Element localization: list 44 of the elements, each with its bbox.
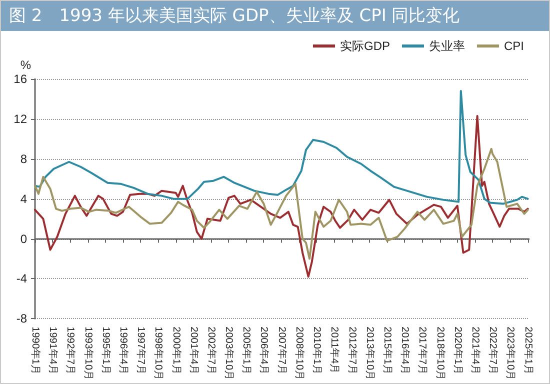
- x-tick-label: 2017年7月: [416, 326, 429, 374]
- x-tick-label: 2020年1月: [452, 326, 464, 374]
- legend-label: 实际GDP: [340, 39, 390, 53]
- x-tick-label: 1991年4月: [47, 326, 60, 374]
- line-series: [34, 114, 529, 278]
- x-tick-label: 1993年10月: [82, 326, 94, 380]
- x-tick-label: 1990年1月: [30, 326, 42, 374]
- chart-title: 图 2 1993 年以来美国实际 GDP、失业率及 CPI 同比变化: [1, 1, 549, 31]
- x-tick-label: 1995年1月: [100, 326, 112, 374]
- x-tick-label: 2022年7月: [487, 326, 500, 374]
- y-axis-title: %: [20, 58, 32, 72]
- x-tick-label: 2018年10月: [434, 326, 446, 380]
- line-series: [34, 90, 529, 205]
- x-tick-label: 2023年10月: [504, 326, 517, 380]
- x-tick-label: 2008年10月: [293, 326, 306, 380]
- y-tick-label: 4: [20, 192, 28, 206]
- x-tick-label: 2021年4月: [469, 326, 482, 374]
- line-series: [34, 148, 529, 260]
- x-tick-label: 2013年10月: [364, 326, 376, 380]
- x-tick-label: 2007年7月: [276, 326, 288, 374]
- x-tick-label: 1998年10月: [152, 326, 165, 380]
- y-tick-label: 12: [14, 112, 28, 126]
- x-tick-label: 2010年1月: [311, 326, 324, 374]
- x-tick-label: 1996年4月: [117, 326, 130, 374]
- x-tick-label: 1997年7月: [135, 326, 148, 374]
- x-tick-label: 2005年1月: [240, 326, 253, 374]
- legend-label: CPI: [504, 39, 524, 53]
- y-tick-label: 16: [14, 72, 28, 86]
- x-tick-label: 2016年4月: [399, 326, 412, 374]
- x-tick-label: 1992年7月: [64, 326, 77, 374]
- x-tick-label: 2006年4月: [258, 326, 270, 374]
- x-tick-label: 2002年7月: [205, 326, 218, 374]
- y-tick-label: 0: [20, 232, 28, 246]
- x-tick-label: 2001年4月: [188, 326, 200, 374]
- x-tick-label: 2012年7月: [346, 326, 358, 374]
- y-tick-label: 8: [20, 152, 28, 166]
- x-tick-label: 2000年1月: [170, 326, 182, 374]
- y-tick-label: -8: [16, 312, 28, 326]
- x-tick-label: 2015年1月: [381, 326, 394, 374]
- x-tick-label: 2003年10月: [223, 326, 236, 380]
- x-tick-label: 2025年1月: [522, 326, 534, 374]
- y-tick-label: -4: [16, 272, 28, 286]
- legend-label: 失业率: [428, 39, 465, 53]
- x-tick-label: 2011年4月: [328, 326, 341, 374]
